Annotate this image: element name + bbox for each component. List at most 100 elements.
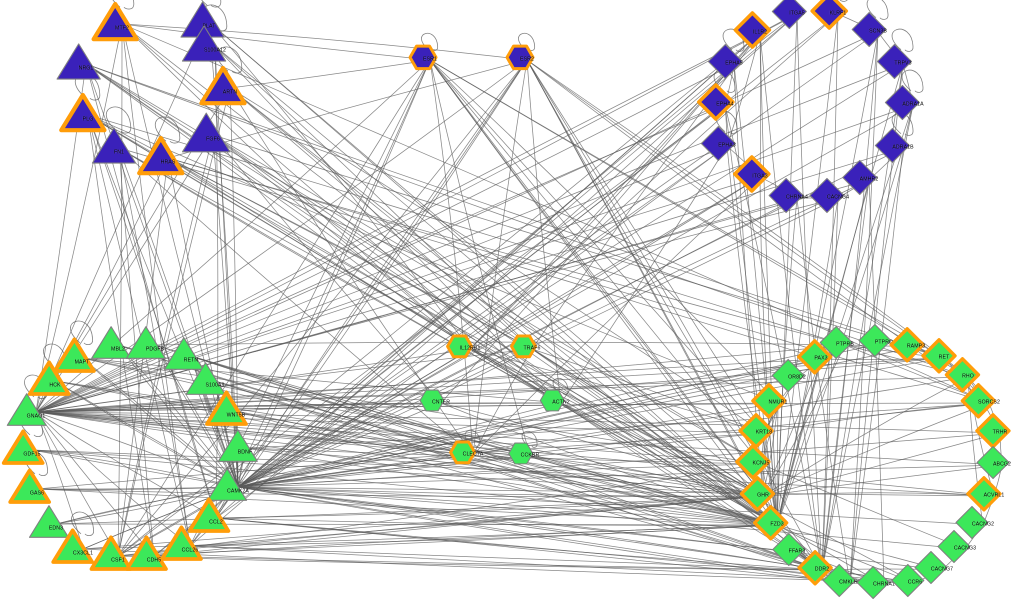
graph-node-gnao1[interactable]: GNAO1 (6, 393, 47, 426)
graph-node-cdh5[interactable]: CDH5 (125, 535, 169, 572)
diamond-shape (771, 0, 807, 29)
self-loop-edge (105, 106, 132, 134)
edge (208, 21, 764, 497)
edge (235, 357, 945, 412)
graph-node-sorcs2[interactable]: SORCS2 (960, 382, 1000, 419)
graph-node-nmur1[interactable]: NMUR1 (750, 382, 788, 419)
graph-node-mbl2[interactable]: MBL2 (91, 326, 132, 359)
graph-node-ccr6[interactable]: CCR6 (891, 563, 925, 597)
graph-node-cacng2[interactable]: CACNG2 (955, 505, 994, 539)
edge (35, 197, 839, 413)
graph-node-cacng7[interactable]: CACNG7 (914, 550, 953, 584)
graph-node-epha5[interactable]: EPHA5 (707, 43, 743, 79)
graph-node-epha4[interactable]: EPHA4 (697, 83, 736, 122)
triangle-shape (89, 535, 133, 572)
graph-node-mtf2[interactable]: MTF2 (91, 1, 139, 42)
edge (472, 59, 528, 456)
graph-node-artn[interactable]: ARTN (199, 65, 247, 106)
diamond-shape (965, 475, 1002, 512)
graph-node-pax3[interactable]: PAX3 (796, 338, 833, 375)
graph-node-epha3[interactable]: EPHA3 (700, 125, 736, 161)
graph-node-chrna4[interactable]: CHRNA4 (768, 177, 808, 213)
edge (440, 402, 764, 497)
graph-node-trhr[interactable]: TRHR (974, 412, 1011, 449)
graph-node-actn2[interactable]: ACTN2 (539, 389, 570, 412)
graph-node-adra1b[interactable]: ADRA1B (874, 127, 914, 163)
graph-node-scn3b[interactable]: SCN3B (851, 11, 887, 47)
edge (724, 104, 778, 526)
graph-node-adra1a[interactable]: ADRA1A (884, 84, 924, 120)
triangle-shape (187, 497, 231, 534)
graph-node-bdnf[interactable]: BDNF (217, 429, 258, 462)
graph-node-itga5[interactable]: ITGA5 (771, 0, 807, 29)
graph-node-fzd3[interactable]: FZD3 (752, 504, 788, 541)
graph-node-ccl2[interactable]: CCL2 (187, 497, 231, 534)
graph-node-il12rb1[interactable]: IL12RB1 (446, 334, 481, 359)
graph-node-cckbr[interactable]: CCKBR (508, 442, 540, 465)
graph-node-il1r2[interactable]: IL1R2 (734, 11, 772, 50)
graph-node-krt18[interactable]: KRT18 (738, 412, 774, 449)
graph-node-cacng4[interactable]: CACNG4 (809, 177, 849, 213)
edge (54, 380, 239, 488)
edge (526, 59, 762, 465)
graph-node-plg[interactable]: PLG (58, 92, 107, 133)
triangle-shape (28, 505, 69, 538)
edge (215, 517, 778, 526)
edge (189, 545, 823, 571)
edge (31, 449, 778, 526)
graph-node-s100a9[interactable]: S100A9 (185, 362, 226, 395)
edge (237, 402, 442, 488)
graph-node-mapt[interactable]: MAPT (53, 337, 96, 374)
edge (237, 348, 533, 488)
graph-node-hck[interactable]: HCK (28, 360, 71, 397)
edge (35, 104, 914, 413)
graph-node-gas6[interactable]: GAS6 (8, 468, 52, 505)
graph-node-wnt5b[interactable]: WNT5B (205, 390, 249, 427)
edge (214, 380, 778, 526)
edge (237, 197, 839, 488)
triangle-shape (205, 390, 249, 427)
edge (469, 348, 823, 571)
graph-node-esr2[interactable]: ESR2 (505, 44, 535, 71)
graph-node-klrf1[interactable]: KLRF1 (810, 0, 849, 31)
triangle-shape (125, 326, 166, 359)
graph-node-kcnj5[interactable]: KCNJ5 (734, 443, 771, 480)
graph-node-fgf6[interactable]: FGF6 (181, 112, 231, 153)
self-loop-edge (901, 69, 924, 93)
graph-node-trpv3[interactable]: TRPV3 (876, 43, 912, 79)
graph-node-ghr[interactable]: GHR (739, 475, 775, 512)
triangle-shape (58, 92, 107, 133)
graph-node-fn1[interactable]: FN1 (91, 127, 137, 164)
triangle-shape (185, 362, 226, 395)
edge (81, 357, 239, 488)
edge (208, 21, 471, 350)
diamond-shape (697, 83, 736, 122)
edge (821, 197, 839, 571)
graph-node-gdf15[interactable]: GDF15 (2, 429, 45, 466)
graph-node-clec7a[interactable]: CLEC7A (449, 440, 484, 465)
graph-node-ptprb[interactable]: PTPRB (819, 325, 854, 359)
graph-node-hras[interactable]: HRAS (136, 135, 185, 176)
graph-node-amhr2[interactable]: AMHR2 (842, 159, 879, 195)
graph-node-traf6[interactable]: TRAF6 (510, 334, 541, 359)
graph-node-camk2a[interactable]: CAMK2A (207, 468, 249, 501)
graph-node-esr1[interactable]: ESR1 (408, 44, 438, 71)
graph-node-or8d2[interactable]: OR8D2 (771, 358, 806, 392)
edge (215, 495, 764, 519)
graph-node-ccl26[interactable]: CCL26 (160, 525, 204, 562)
self-loop-edge (722, 28, 745, 52)
graph-node-cacng3[interactable]: CACNG3 (937, 529, 976, 563)
graph-node-abcg2[interactable]: ABCG2 (976, 445, 1011, 479)
edge (237, 486, 851, 584)
edge (55, 358, 822, 525)
graph-node-pdgfb[interactable]: PDGFB (125, 326, 166, 359)
graph-node-acvrl1[interactable]: ACVRL1 (965, 475, 1005, 512)
edge (531, 348, 778, 526)
edge (154, 341, 846, 346)
edge (117, 344, 778, 526)
graph-node-cntfr[interactable]: CNTFR (419, 389, 450, 412)
graph-node-s100a12[interactable]: S100A12 (181, 25, 227, 62)
edge (36, 486, 239, 490)
graph-node-nrg1[interactable]: NRG1 (56, 43, 101, 80)
